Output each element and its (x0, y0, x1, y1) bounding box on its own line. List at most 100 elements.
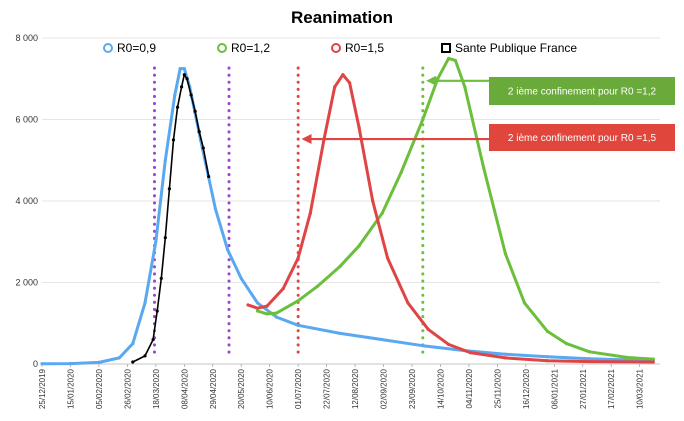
annotation-text: 2 ième confinement pour R0 =1,5 (508, 133, 657, 144)
legend-label: R0=1,5 (345, 41, 384, 55)
x-tick-label: 22/07/2020 (323, 368, 332, 409)
y-tick-label: 8 000 (15, 33, 38, 43)
data-point (503, 356, 508, 360)
data-point (380, 211, 384, 215)
x-tick-label: 27/01/2021 (579, 368, 588, 409)
data-point (503, 352, 508, 356)
x-tick-label: 04/11/2020 (465, 368, 474, 408)
data-point (482, 166, 486, 170)
x-tick-label: 16/12/2020 (522, 368, 531, 409)
data-point (587, 357, 592, 361)
data-point (545, 359, 550, 363)
x-tick-label: 10/03/2021 (636, 368, 645, 409)
x-tick-label: 25/12/2019 (38, 368, 47, 409)
data-point (173, 93, 177, 97)
data-point (154, 240, 158, 244)
data-point (296, 256, 300, 260)
annotation: 2 ième confinement pour R0 =1,2 (426, 75, 675, 105)
data-point (131, 342, 135, 346)
series-line (246, 73, 655, 364)
data-point (333, 85, 337, 89)
data-point (265, 312, 269, 316)
data-point (40, 362, 44, 366)
data-point (179, 85, 184, 89)
data-point (545, 329, 550, 333)
data-point (265, 304, 269, 308)
y-tick-label: 6 000 (15, 115, 38, 125)
series-line (40, 67, 655, 366)
data-point (426, 327, 430, 331)
data-point (213, 207, 218, 211)
data-point (468, 350, 472, 355)
data-point (97, 360, 101, 364)
confinement-lines (152, 66, 425, 358)
data-point (255, 309, 260, 313)
data-point (274, 311, 279, 315)
data-point (296, 323, 300, 327)
data-point (436, 77, 440, 81)
data-point (163, 236, 167, 240)
data-point (159, 276, 163, 281)
data-point (380, 337, 384, 342)
legend-item[interactable]: R0=1,5 (331, 41, 384, 55)
annotation: 2 ième confinement pour R0 =1,5 (301, 124, 675, 151)
data-point (178, 66, 182, 71)
legend-item[interactable]: R0=1,2 (217, 41, 270, 55)
y-axis: 0 2 000 4 000 6 000 8 000 (15, 33, 38, 369)
data-point (143, 354, 147, 358)
data-point (357, 244, 361, 248)
data-point (246, 303, 250, 307)
legend[interactable]: R0=0,9 R0=1,2 R0=1,5 Sante Publique France (103, 41, 577, 55)
data-point (399, 170, 403, 175)
data-point (357, 126, 361, 130)
legend-marker (103, 43, 113, 53)
data-point (255, 306, 260, 310)
series-line (256, 56, 655, 361)
data-point (182, 66, 186, 71)
data-point (182, 73, 186, 77)
data-point (421, 117, 425, 122)
x-tick-label: 29/04/2020 (209, 368, 218, 409)
data-point (226, 248, 230, 252)
data-point (463, 85, 467, 89)
data-point (207, 174, 211, 179)
data-point (167, 187, 171, 191)
data-point (651, 360, 655, 364)
y-tick-label: 4 000 (15, 196, 38, 206)
annotations: 2 ième confinement pour R0 =1,2 2 ième co… (301, 75, 675, 151)
data-point (385, 256, 390, 260)
legend-marker (217, 43, 227, 53)
legend-item[interactable]: Sante Publique France (441, 41, 577, 55)
x-tick-label: 02/09/2020 (380, 368, 389, 409)
data-point (68, 361, 73, 366)
data-point (348, 81, 352, 85)
data-point (406, 301, 410, 305)
data-point (564, 342, 569, 346)
data-point (315, 284, 319, 289)
annotation-arrow-head (301, 134, 312, 145)
legend-item[interactable]: R0=0,9 (103, 41, 156, 55)
x-tick-label: 15/01/2020 (66, 368, 75, 409)
y-tick-label: 2 000 (15, 278, 38, 288)
data-point (143, 301, 147, 305)
data-point (587, 359, 592, 364)
data-point (193, 109, 197, 113)
y-tick-label: 0 (33, 359, 38, 369)
x-tick-label: 20/05/2020 (237, 368, 246, 409)
data-point (371, 199, 375, 203)
x-tick-label: 10/06/2020 (266, 368, 275, 409)
x-tick-label: 26/02/2020 (123, 368, 132, 409)
x-tick-label: 18/03/2020 (152, 368, 161, 409)
data-point (201, 146, 205, 150)
x-tick-label: 08/04/2020 (180, 368, 189, 409)
data-point (171, 138, 176, 142)
legend-label: R0=1,2 (231, 41, 270, 55)
series-lines (40, 56, 655, 366)
data-point (296, 299, 300, 303)
data-point (163, 158, 167, 162)
x-tick-label: 14/10/2020 (436, 368, 445, 409)
data-point (341, 73, 345, 77)
chart-title: Reanimation (291, 8, 393, 27)
data-point (131, 360, 135, 364)
